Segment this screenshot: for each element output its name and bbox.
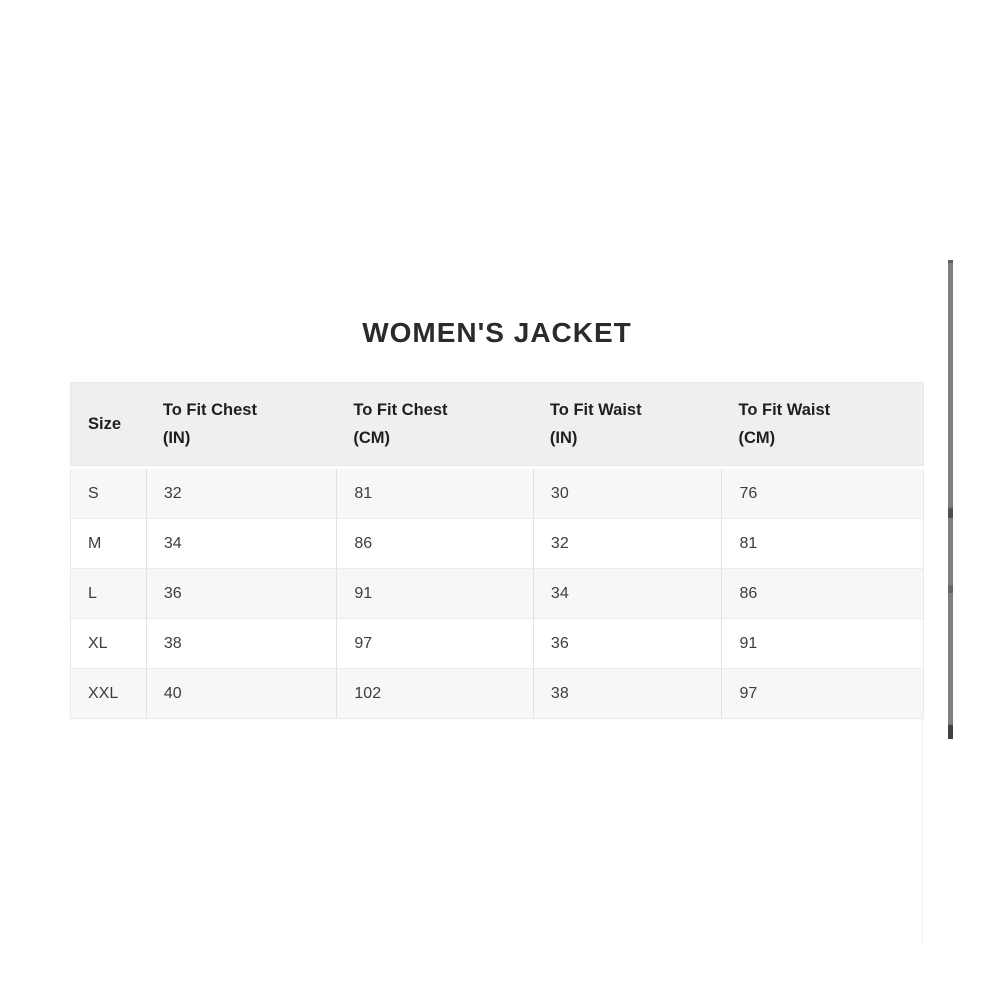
column-header-size: Size <box>71 383 146 465</box>
cell-chest-in: 40 <box>145 669 337 718</box>
column-header-label: To Fit Waist <box>738 401 831 419</box>
cell-size: S <box>88 484 99 502</box>
column-header-waist-cm: To Fit Waist (CM) <box>721 383 923 465</box>
cell-size: XL <box>88 634 108 652</box>
cell-chest-in: 38 <box>145 619 337 668</box>
column-header-label: To Fit Waist <box>549 401 642 419</box>
cell-chest-in: 34 <box>145 519 337 568</box>
cell-waist-in: 30 <box>532 469 722 518</box>
cell-chest-cm: 86 <box>336 519 533 568</box>
table-row: XXL 40 102 38 97 <box>71 668 923 718</box>
cell-size: M <box>88 534 102 552</box>
column-header-label-line2: (CM) <box>738 429 776 447</box>
column-header-label-line2: (IN) <box>549 429 578 447</box>
page-title: WOMEN'S JACKET <box>362 317 632 348</box>
cell-chest-in: 32 <box>145 469 337 518</box>
column-header-label: To Fit Chest <box>162 401 257 419</box>
table-row: XL 38 97 36 91 <box>71 618 923 668</box>
cell-size: L <box>88 584 97 602</box>
cell-chest-in: 36 <box>145 569 337 618</box>
cell-waist-in: 32 <box>532 519 722 568</box>
table-row: L 36 91 34 86 <box>71 568 923 618</box>
column-header-waist-in: To Fit Waist (IN) <box>533 383 722 465</box>
cell-waist-cm: 81 <box>721 519 923 568</box>
cell-waist-cm: 91 <box>721 619 923 668</box>
table-header-row: Size To Fit Chest (IN) To Fit Chest (CM)… <box>70 382 924 466</box>
cell-chest-cm: 91 <box>336 569 533 618</box>
cell-chest-cm: 102 <box>336 669 533 718</box>
column-header-label-line2: (CM) <box>353 429 391 447</box>
cell-chest-cm: 97 <box>336 619 533 668</box>
cell-waist-in: 38 <box>532 669 722 718</box>
cell-waist-in: 34 <box>532 569 722 618</box>
column-header-chest-in: To Fit Chest (IN) <box>146 383 337 465</box>
table-body: S 32 81 30 76 M 34 86 32 81 L 36 91 34 8… <box>70 469 924 719</box>
cell-waist-cm: 86 <box>721 569 923 618</box>
cell-size: XXL <box>88 684 119 702</box>
cell-waist-cm: 76 <box>721 469 923 518</box>
table-row: S 32 81 30 76 <box>71 469 923 518</box>
table-row: M 34 86 32 81 <box>71 518 923 568</box>
cell-waist-in: 36 <box>532 619 722 668</box>
column-header-label: Size <box>88 415 122 433</box>
column-header-label: To Fit Chest <box>353 401 448 419</box>
column-header-chest-cm: To Fit Chest (CM) <box>336 383 533 465</box>
table-edge-artifact-line <box>922 714 923 944</box>
scrollbar-thumb[interactable] <box>948 260 953 739</box>
column-header-label-line2: (IN) <box>162 429 191 447</box>
size-chart-table: Size To Fit Chest (IN) To Fit Chest (CM)… <box>70 382 924 719</box>
cell-waist-cm: 97 <box>721 669 923 718</box>
cell-chest-cm: 81 <box>336 469 533 518</box>
